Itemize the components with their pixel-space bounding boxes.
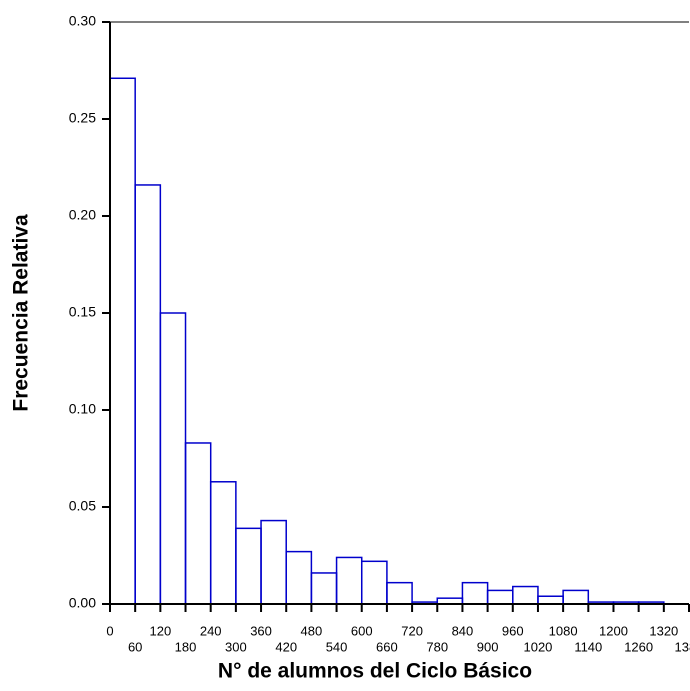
x-tick-label: 1020 — [523, 639, 552, 654]
x-tick-label: 420 — [275, 639, 297, 654]
x-tick-label: 60 — [128, 639, 142, 654]
bar — [159, 312, 187, 605]
y-axis-title: Frecuencia Relativa — [10, 214, 33, 412]
x-tick-label: 840 — [452, 623, 474, 638]
x-tick-label: 1080 — [549, 623, 578, 638]
x-tick-label: 120 — [149, 623, 171, 638]
x-tick-label: 1260 — [624, 639, 653, 654]
x-tick-label: 720 — [401, 623, 423, 638]
bar — [562, 589, 590, 605]
y-tick-label: 0.30 — [69, 13, 96, 29]
x-tick-label: 660 — [376, 639, 398, 654]
bar — [235, 527, 262, 605]
bar — [486, 589, 514, 605]
bar — [310, 572, 338, 605]
x-tick-label: 1140 — [574, 639, 602, 654]
x-tick-label: 300 — [225, 639, 247, 654]
x-tick-label: 1380 — [675, 639, 690, 654]
x-tick-label: 480 — [301, 623, 323, 638]
y-tick-label: 0.15 — [69, 304, 96, 320]
bar — [260, 519, 287, 605]
x-tick-label: 180 — [175, 639, 197, 654]
y-tick-label: 0.25 — [69, 110, 96, 126]
y-tick-label: 0.20 — [69, 207, 96, 223]
bar — [360, 560, 388, 605]
bar — [285, 550, 313, 605]
bar — [512, 585, 539, 605]
y-tick-label: 0.00 — [69, 595, 96, 611]
x-axis-title: N° de alumnos del Ciclo Básico — [218, 660, 532, 683]
x-tick-label: 1200 — [599, 623, 628, 638]
x-tick-label: 900 — [477, 639, 499, 654]
bar — [109, 77, 136, 605]
bar — [537, 595, 564, 605]
y-tick-label: 0.05 — [69, 498, 96, 514]
x-tick-label: 0 — [106, 623, 113, 638]
x-tick-label: 240 — [200, 623, 222, 638]
bar — [461, 581, 489, 605]
bar — [209, 481, 237, 605]
bar — [184, 442, 212, 605]
x-tick-label: 540 — [326, 639, 348, 654]
bar — [386, 581, 413, 605]
x-tick-label: 780 — [426, 639, 448, 654]
x-tick-label: 360 — [250, 623, 272, 638]
x-tick-label: 960 — [502, 623, 524, 638]
bar — [134, 184, 162, 605]
x-tick-label: 600 — [351, 623, 373, 638]
bar — [335, 556, 363, 605]
x-tick-label: 1320 — [649, 623, 678, 638]
y-tick-label: 0.10 — [69, 401, 96, 417]
